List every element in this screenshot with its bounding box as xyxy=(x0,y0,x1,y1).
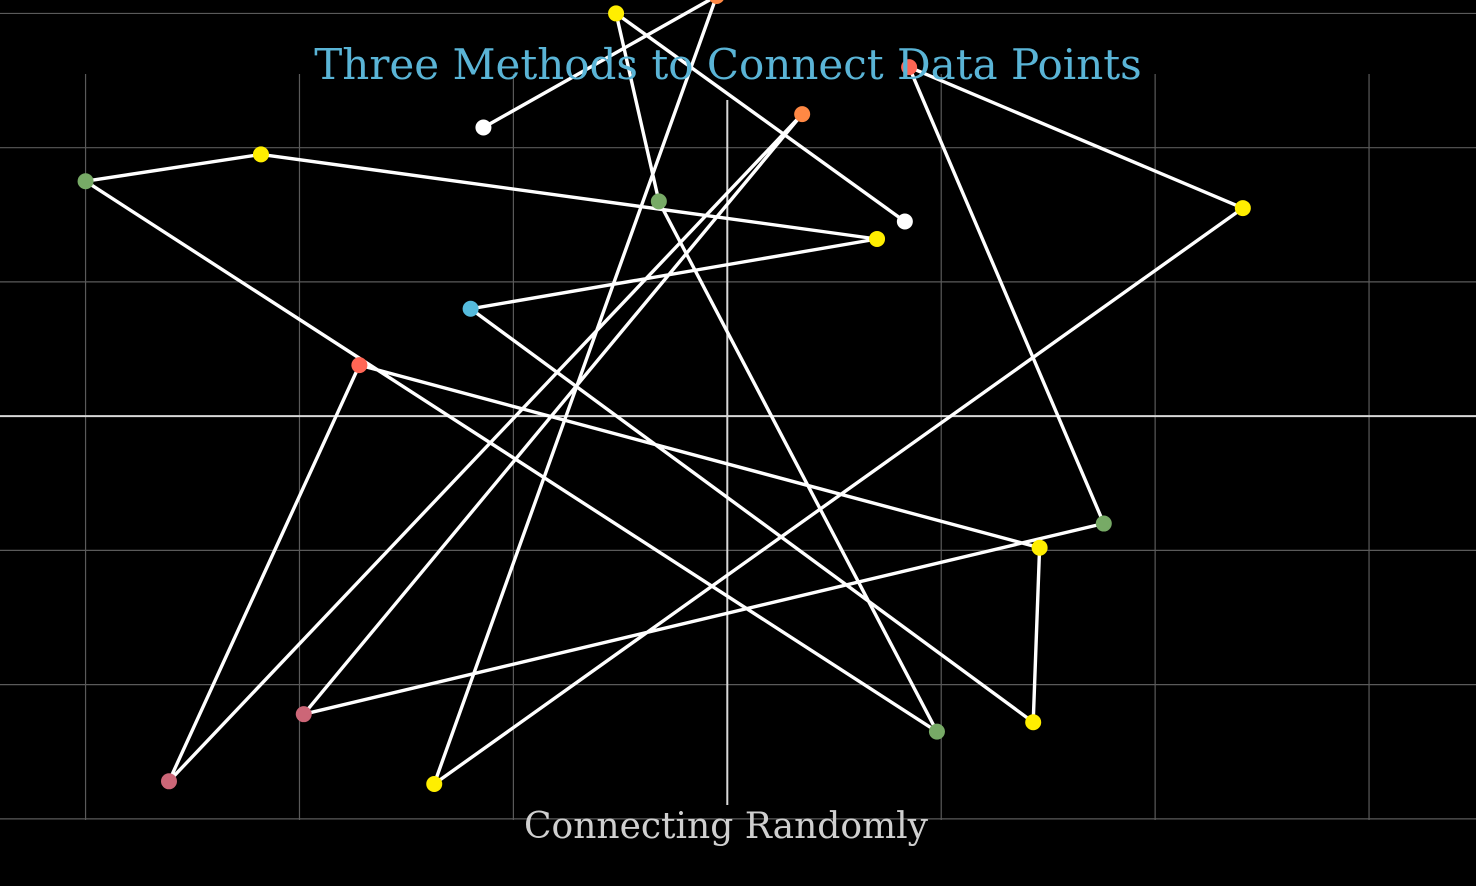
data-point xyxy=(608,5,625,22)
data-point xyxy=(709,0,724,4)
data-point xyxy=(426,775,443,792)
data-point xyxy=(1025,714,1042,731)
data-point xyxy=(1095,515,1112,532)
data-point xyxy=(650,193,667,210)
data-point xyxy=(475,119,492,136)
grid xyxy=(0,12,1476,820)
data-point xyxy=(869,230,886,247)
data-point xyxy=(896,213,913,230)
chart-subtitle: Connecting Randomly xyxy=(524,806,929,847)
data-point xyxy=(1234,200,1251,217)
data-point xyxy=(928,723,945,740)
data-point xyxy=(462,300,479,317)
chart-title: Three Methods to Connect Data Points xyxy=(314,40,1141,89)
data-points xyxy=(77,0,1251,792)
data-point xyxy=(77,173,94,190)
data-point xyxy=(295,706,312,723)
random-connection-line xyxy=(83,0,1245,786)
data-point xyxy=(351,357,368,374)
data-point xyxy=(252,146,269,163)
connecting-path xyxy=(83,0,1245,786)
data-point xyxy=(160,773,177,790)
data-point xyxy=(1031,539,1048,556)
data-point xyxy=(794,106,811,123)
data-point xyxy=(901,59,918,76)
